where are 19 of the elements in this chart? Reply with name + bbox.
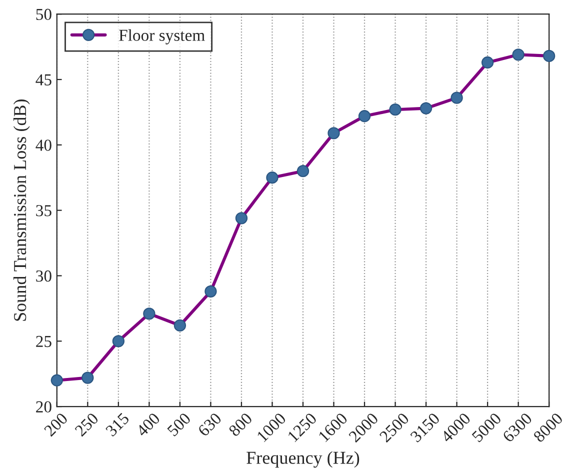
- x-tick-label: 4000: [440, 412, 472, 444]
- x-tick-label: 500: [166, 412, 192, 437]
- x-tick-label: 800: [228, 412, 253, 437]
- y-tick-label: 20: [36, 401, 52, 412]
- x-axis-title: Frequency (Hz): [246, 451, 360, 468]
- x-tick-label: 400: [136, 412, 161, 438]
- y-tick-label: 30: [36, 270, 52, 282]
- x-tick-label: 200: [44, 412, 68, 437]
- x-tick-label: 250: [74, 412, 99, 437]
- x-tick-label: 315: [105, 412, 130, 437]
- y-tick-label: 40: [36, 140, 52, 151]
- x-tick-label: 630: [197, 412, 222, 437]
- legend-label: Floor system: [119, 29, 205, 44]
- y-tick-label: 50: [36, 8, 52, 20]
- y-tick-label: 35: [36, 205, 52, 216]
- y-tick-label: 45: [36, 74, 52, 86]
- x-tick-label: 6300: [502, 412, 533, 443]
- y-tick-label: 25: [36, 336, 52, 348]
- y-axis-title: Sound Transmission Loss (dB): [13, 99, 30, 321]
